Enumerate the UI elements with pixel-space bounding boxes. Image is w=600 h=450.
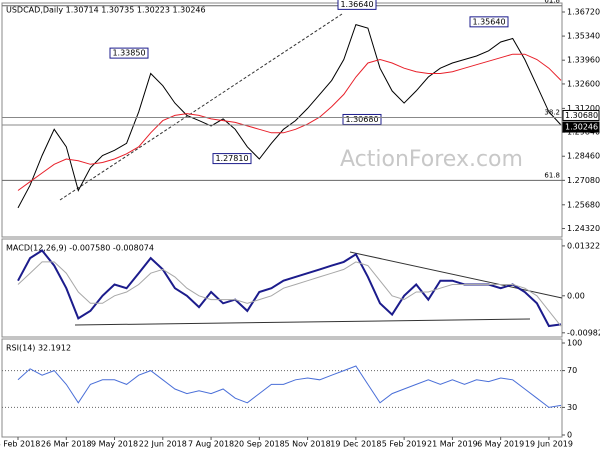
- y-tick-label: 1.31200: [567, 104, 600, 113]
- price-box-label: 1.30246: [565, 123, 598, 132]
- x-tick-label: 8 Feb 2018: [0, 440, 40, 449]
- price-box: [562, 109, 600, 121]
- y-tick-label: 1.33960: [567, 56, 600, 65]
- macd-trendline: [74, 318, 531, 326]
- series-line: [17, 261, 562, 327]
- annotation-label: 1.27810: [215, 154, 248, 163]
- x-tick-label: 5 Nov 2018: [285, 440, 331, 449]
- level-label: 61.8: [544, 171, 560, 179]
- y-tick-label: 1.24320: [567, 224, 600, 233]
- annotation-box: [212, 153, 252, 165]
- rsi-frame: [1, 338, 563, 438]
- y-tick-label: 30: [567, 403, 577, 412]
- price-frame: [1, 2, 563, 238]
- annotation-label: 1.30680: [345, 115, 378, 124]
- y-tick-label: 1.27080: [567, 176, 600, 185]
- x-tick-label: 9 May 2018: [91, 440, 138, 449]
- y-tick-label: 0.013229: [567, 241, 600, 250]
- macd-frame: [1, 238, 563, 338]
- y-tick-label: -0.00982: [567, 328, 600, 337]
- annotation-label: 1.35640: [472, 17, 505, 26]
- price-box-label: 1.30680: [565, 111, 598, 120]
- x-tick-label: 19 Jun 2019: [525, 440, 573, 449]
- y-tick-label: 70: [567, 366, 577, 375]
- watermark: ActionForex.com: [340, 147, 523, 172]
- series-line: [17, 365, 562, 408]
- level-label: 61.8: [544, 0, 560, 5]
- y-tick-label: 1.36720: [567, 7, 600, 16]
- panel-title: RSI(14) 32.1912: [6, 344, 71, 353]
- series-line: [17, 53, 562, 191]
- y-tick-label: 1.35340: [567, 32, 600, 41]
- annotation-label: 1.33850: [112, 49, 145, 58]
- panel-title: MACD(12,26,9) -0.007580 -0.008074: [6, 244, 154, 253]
- x-tick-label: 5 Feb 2019: [382, 440, 427, 449]
- y-tick-label: 1.32600: [567, 79, 600, 88]
- level-label: 38.2: [544, 108, 560, 116]
- x-tick-label: 20 Sep 2018: [234, 440, 285, 449]
- annotation-box: [109, 47, 149, 59]
- macd-trendline: [349, 251, 563, 299]
- annotation-box: [337, 0, 377, 10]
- x-tick-label: 22 Jun 2018: [139, 440, 187, 449]
- y-tick-label: 0: [567, 431, 572, 440]
- y-tick-label: 1.25680: [567, 200, 600, 209]
- annotation-label: 1.36640: [340, 0, 373, 9]
- x-tick-label: 19 Dec 2018: [330, 440, 381, 449]
- annotation-box: [469, 16, 509, 28]
- y-tick-label: 1.28460: [567, 152, 600, 161]
- price-box: [562, 121, 600, 133]
- x-tick-label: 21 Mar 2019: [427, 440, 478, 449]
- x-tick-label: 26 Mar 2018: [41, 440, 92, 449]
- y-tick-label: 0.00: [567, 291, 585, 300]
- x-tick-label: 7 Aug 2018: [188, 440, 234, 449]
- panel-title: USDCAD,Daily 1.30714 1.30735 1.30223 1.3…: [6, 6, 206, 15]
- x-tick-label: 6 May 2019: [477, 440, 524, 449]
- series-line: [17, 249, 562, 328]
- annotation-box: [342, 113, 382, 125]
- trendline: [59, 13, 343, 201]
- y-tick-label: 100: [567, 339, 582, 348]
